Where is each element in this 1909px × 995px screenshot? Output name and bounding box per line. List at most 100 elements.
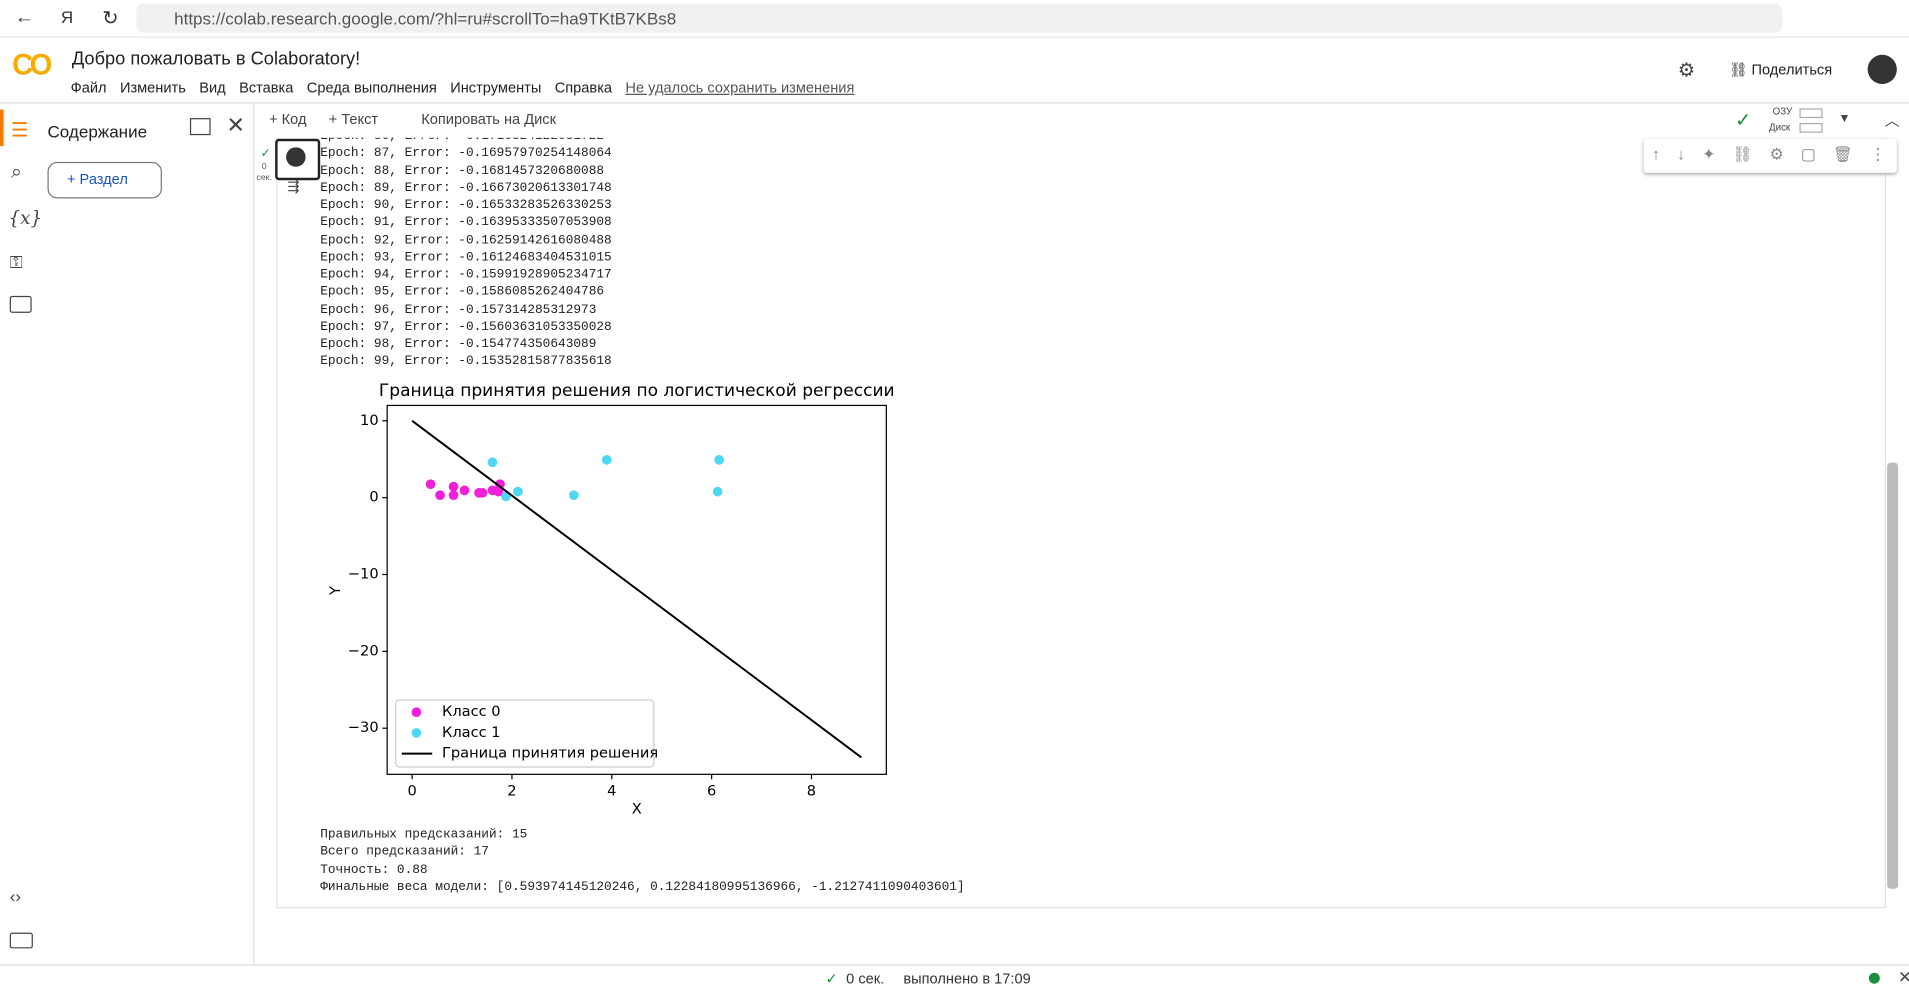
y-axis-label: Y [327, 586, 344, 596]
point [448, 490, 459, 501]
sidebar-title: Содержание [47, 121, 148, 142]
point [477, 487, 488, 498]
point [435, 490, 445, 501]
add-section-button[interactable] [47, 161, 162, 199]
active-indicator [0, 109, 4, 147]
point [459, 485, 470, 496]
menu-item[interactable]: Файл [70, 79, 107, 97]
log-line: Epoch: 98, Error: -0.154774350643089 [320, 337, 597, 352]
menu-item[interactable]: Изменить [119, 79, 186, 97]
code-cell [276, 137, 1886, 909]
point [493, 486, 504, 497]
y-tick-label: −30 [348, 719, 379, 736]
y-tick-label: −20 [348, 642, 379, 659]
collapse-button[interactable]: ︿ [1884, 112, 1900, 130]
x-axis-label: X [632, 801, 642, 818]
runtime-dropdown[interactable]: ▼ [1838, 112, 1851, 126]
sidebar-divider [253, 103, 255, 966]
legend-label: Класс 0 [442, 703, 501, 720]
output-menu-icon[interactable]: ⇶ [287, 177, 300, 195]
menu-bar: Файл Изменить Вид Вставка Среда выполнения Ин… [71, 79, 855, 96]
back-button[interactable]: ← [14, 7, 35, 29]
point [495, 479, 505, 490]
browser-icon[interactable]: Я [60, 7, 74, 27]
terminal-icon[interactable] [9, 932, 33, 949]
log-line: Epoch: 87, Error: -0.16957970254148064 [320, 146, 612, 162]
cell-toolbar-icons[interactable]: ↑↓✦⛓⚙▢🗑⋮ [1652, 144, 1903, 164]
legend-box [395, 699, 655, 768]
menu-item[interactable]: Среда выполнения [306, 79, 437, 97]
chart: Граница принятия решения по логистическо… [327, 381, 895, 818]
cell-status-check: ✓ [260, 147, 271, 161]
log-line: Epoch: 86, Error: -0.1710524122051722 [320, 138, 604, 144]
reload-button[interactable]: ↻ [102, 8, 119, 30]
status-divider [0, 964, 1909, 966]
y-tick-label: −10 [348, 566, 379, 583]
code-snippets-icon[interactable]: ‹› [9, 886, 22, 906]
result-line: Точность: 0.88 [320, 862, 428, 878]
log-line: Epoch: 96, Error: -0.157314285312973 [320, 302, 597, 318]
status-close[interactable]: ✕ [1898, 968, 1909, 987]
status-check: ✓ [825, 970, 838, 988]
avatar[interactable] [1867, 54, 1897, 85]
variables-icon[interactable]: {x} [8, 206, 43, 229]
x-tick-label: 4 [607, 782, 616, 799]
x-tick-label: 6 [707, 782, 716, 799]
add-section-label: + Раздел [66, 170, 128, 188]
logo[interactable]: CO [12, 48, 52, 82]
ram-meter [1799, 108, 1823, 119]
status-time: 0 сек. [846, 970, 885, 988]
notebook-title[interactable]: Добро пожаловать в Colaboratory! [71, 48, 361, 70]
add-section-text: Раздел [79, 170, 128, 188]
ram-label: ОЗУ [1772, 105, 1793, 117]
share-button[interactable]: ⛓ Поделиться [1728, 60, 1833, 78]
settings-icon[interactable]: ⚙ [1677, 60, 1696, 82]
x-tick-label: 8 [807, 782, 816, 799]
cell-toolbar [1643, 138, 1897, 173]
add-code-label: Код [281, 110, 307, 128]
close-sidebar[interactable]: ✕ [226, 113, 245, 138]
menu-item[interactable]: Вид [199, 79, 226, 97]
y-tick-label: 0 [369, 489, 378, 506]
log-line: Epoch: 97, Error: -0.15603631053350028 [320, 319, 612, 335]
menu-item[interactable]: Инструменты [450, 79, 542, 97]
legend-swatch [411, 728, 422, 738]
plot-frame [386, 404, 887, 775]
copy-to-drive-button[interactable]: Копировать на Диск [421, 110, 556, 128]
chart-title: Граница принятия решения по логистическо… [379, 381, 895, 401]
legend-label: Класс 1 [442, 724, 501, 741]
point [601, 454, 612, 465]
url: https://colab.research.google.com/?hl=ru… [174, 8, 677, 29]
save-status[interactable]: Не удалось сохранить изменения [625, 79, 855, 97]
run-icon [286, 147, 306, 167]
toc-icon[interactable]: ☰ [10, 120, 29, 142]
open-tab-icon[interactable] [189, 118, 211, 136]
log-line: Epoch: 88, Error: -0.1681457320680088 [320, 163, 605, 179]
y-tick-label: 10 [360, 412, 379, 429]
point [487, 457, 498, 468]
log-line: Epoch: 99, Error: -0.15352815877835618 [320, 354, 612, 370]
disk-meter [1799, 122, 1823, 133]
disk-label: Диск [1769, 121, 1791, 133]
status-completed: выполнено в 17:09 [903, 970, 1031, 988]
result-line: Правильных предсказаний: 15 [320, 827, 528, 843]
log-line: Epoch: 91, Error: -0.16395333507053908 [320, 215, 612, 231]
secrets-icon[interactable]: ⚿ [9, 252, 23, 272]
menu-item[interactable]: Вставка [239, 79, 294, 97]
connected-check: ✓ [1734, 110, 1752, 132]
line [411, 420, 862, 759]
point [448, 481, 459, 492]
cell-output: Граница принятия решения по логистическо… [320, 138, 1878, 907]
log-line: Epoch: 90, Error: -0.16533283526330253 [320, 198, 612, 214]
add-code-button[interactable]: + Код [269, 110, 307, 128]
menu-item[interactable]: Справка [554, 79, 613, 97]
log-line: Epoch: 94, Error: -0.15991928905234717 [320, 267, 612, 283]
x-tick-label: 0 [407, 782, 416, 799]
search-icon[interactable]: ⌕ [10, 161, 22, 183]
files-icon[interactable] [9, 295, 32, 313]
address-bar[interactable] [136, 3, 1783, 33]
add-text-button[interactable]: + Текст [328, 110, 379, 128]
scrollbar-thumb[interactable] [1887, 462, 1899, 889]
